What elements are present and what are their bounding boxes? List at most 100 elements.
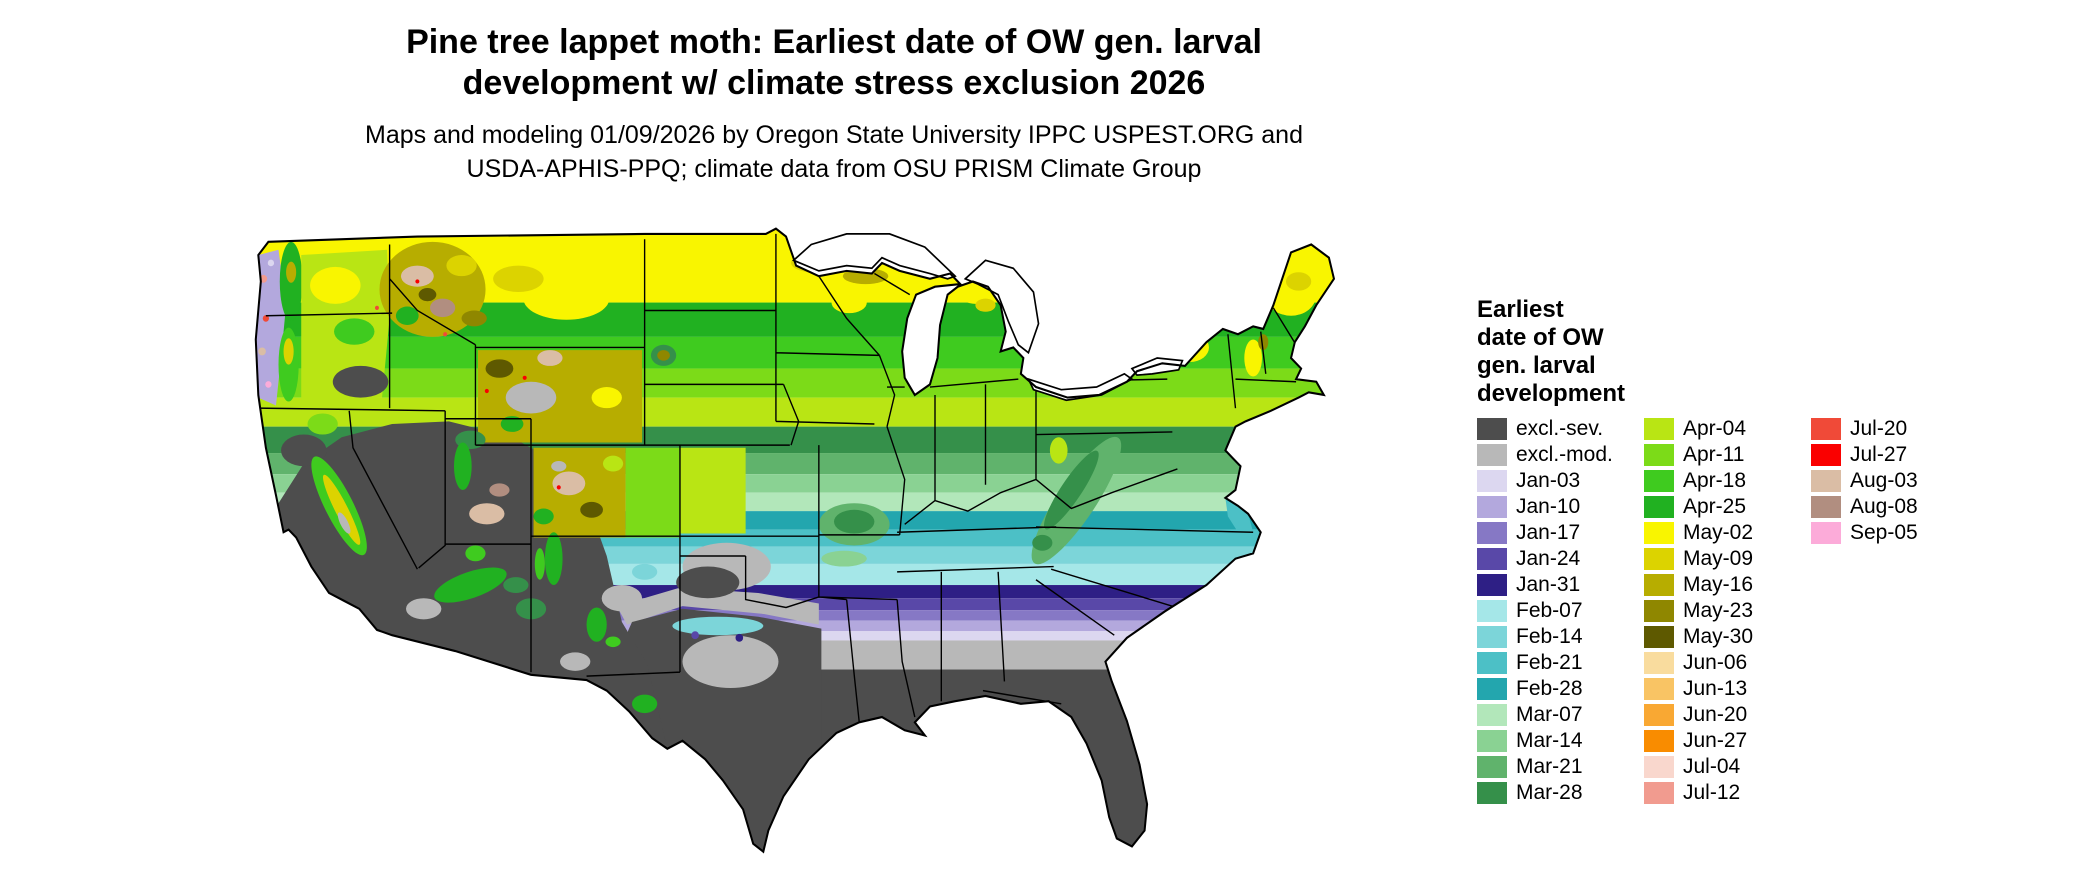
legend-label: Jan-31 [1516,573,1581,596]
map-container [228,226,1440,886]
legend-entry: Feb-07 [1477,598,1644,624]
legend-entry: Mar-28 [1477,780,1644,806]
legend-entry: May-23 [1644,598,1811,624]
legend-swatch [1477,756,1507,778]
legend-swatch [1811,496,1841,518]
legend-label: May-02 [1683,521,1754,544]
date-band [255,640,1334,670]
legend-swatch [1811,470,1841,492]
legend-entry: excl.-mod. [1477,442,1644,468]
legend-swatch [1477,626,1507,648]
terrain-patch [418,288,437,302]
terrain-patch [278,327,299,402]
terrain-patch [400,265,434,287]
legend-entry: Jan-10 [1477,494,1644,520]
legend-label: Mar-14 [1516,729,1583,752]
map-title-line1: Pine tree lappet moth: Earliest date of … [406,23,1262,61]
legend-entry: May-16 [1644,572,1811,598]
legend-swatch [1644,470,1674,492]
legend-title: Earliest date of OW gen. larval developm… [1477,296,2077,408]
terrain-patch [735,633,744,642]
legend-title-line: development [1477,380,1626,407]
legend-title-line: Earliest [1477,296,1564,323]
terrain-patch [265,381,272,388]
legend-columns: excl.-sev. excl.-mod. Jan-03 Jan-10 Jan-17 Ja… [1477,416,2077,806]
legend-swatch [1644,548,1674,570]
map-subtitle: Maps and modeling 01/09/2026 by Oregon S… [0,118,1668,186]
legend-label: Jan-24 [1516,547,1581,570]
terrain-patch [544,532,563,586]
terrain-patch [446,255,477,277]
terrain-patch [537,350,563,366]
us-map-figure [254,227,1336,854]
terrain-patch [625,447,680,538]
legend-entry: May-02 [1644,520,1811,546]
terrain-patch [605,636,621,648]
terrain-patch [657,350,670,361]
legend-entry: Jan-31 [1477,572,1644,598]
legend-entry: Jan-03 [1477,468,1644,494]
legend-label: Jun-20 [1683,703,1748,726]
legend-entry: May-09 [1644,546,1811,572]
legend-swatch [1477,470,1507,492]
terrain-patch [1225,497,1254,533]
legend-label: excl.-mod. [1516,443,1613,466]
legend-entry: Jul-12 [1644,780,1811,806]
legend-swatch [1477,782,1507,804]
terrain-patch [500,416,524,432]
terrain-patch [262,315,270,322]
legend-entry: Apr-04 [1644,416,1811,442]
legend-entry: Jul-04 [1644,754,1811,780]
legend-swatch [1811,444,1841,466]
map-subtitle-line2: USDA-APHIS-PPQ; climate data from OSU PR… [466,155,1202,183]
terrain-patch [1244,339,1262,377]
legend-label: Mar-21 [1516,755,1583,778]
terrain-patch [580,501,603,518]
terrain-patch [676,566,740,599]
legend-entry: May-30 [1644,624,1811,650]
legend-entry: Jan-24 [1477,546,1644,572]
legend-label: May-09 [1683,547,1754,570]
terrain-patch [489,483,510,497]
legend-label: excl.-sev. [1516,417,1604,440]
legend-swatch [1644,756,1674,778]
legend-swatch [1644,444,1674,466]
terrain-patch [283,338,294,365]
terrain-patch [334,318,375,345]
terrain-patch [395,306,419,325]
legend-label: May-16 [1683,573,1754,596]
legend-entry: Jun-06 [1644,650,1811,676]
map-eastern-terrain [791,252,1317,567]
terrain-patch [534,548,545,580]
date-band [255,669,1334,852]
terrain-patch [267,259,275,267]
legend-label: Jun-06 [1683,651,1748,674]
terrain-patch [586,607,607,642]
legend-swatch [1644,678,1674,700]
legend-label: Feb-14 [1516,625,1583,648]
terrain-patch [443,332,448,337]
terrain-patch [461,310,487,327]
terrain-patch [560,652,591,671]
terrain-patch [453,442,472,490]
terrain-patch [552,471,586,496]
terrain-patch [332,365,389,398]
legend-entry: Jan-17 [1477,520,1644,546]
legend-entry: Aug-03 [1811,468,1961,494]
legend-entry: Jun-20 [1644,702,1811,728]
legend-label: Jun-13 [1683,677,1748,700]
legend-swatch [1477,678,1507,700]
legend-swatch [1644,652,1674,674]
legend-entry: Mar-07 [1477,702,1644,728]
terrain-patch [485,359,514,378]
legend-swatch [1811,418,1841,440]
legend-entry: Mar-21 [1477,754,1644,780]
legend-label: Jan-03 [1516,469,1581,492]
terrain-patch [286,261,297,283]
legend-entry: Sep-05 [1811,520,1961,546]
terrain-patch [484,388,489,394]
legend-label: Jul-12 [1683,781,1741,804]
legend-swatch [1477,522,1507,544]
legend-label: May-23 [1683,599,1754,622]
legend-label: Feb-07 [1516,599,1583,622]
